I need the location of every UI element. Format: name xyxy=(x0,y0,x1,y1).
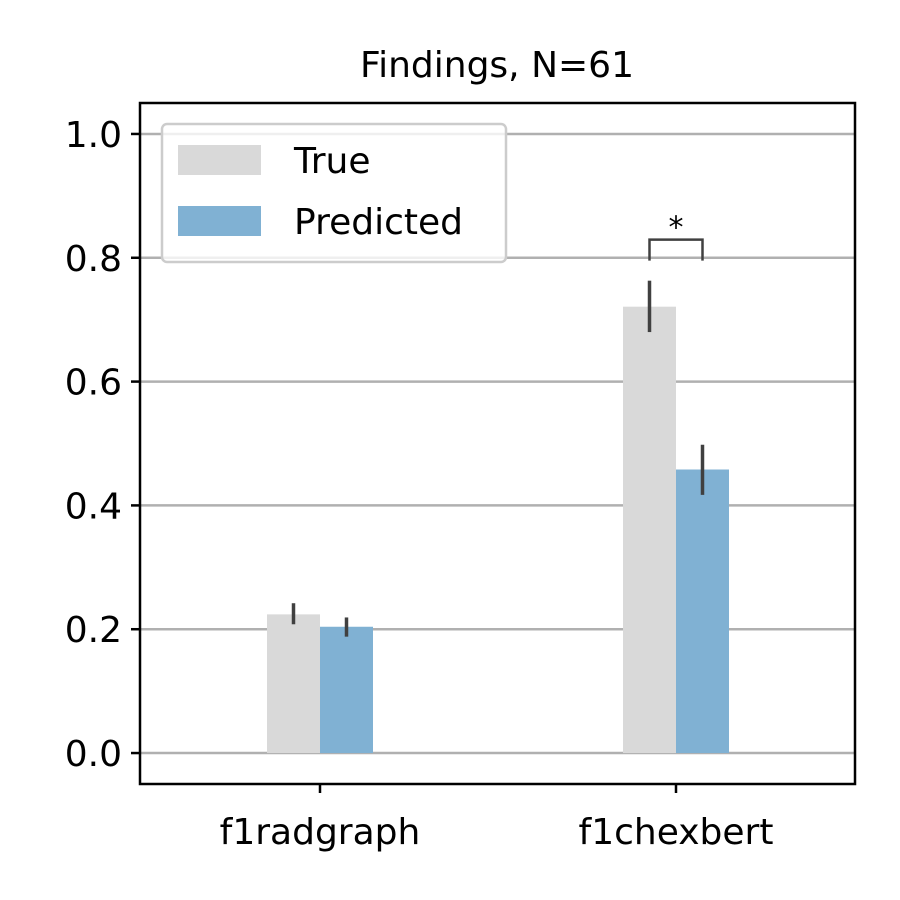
significance-bracket xyxy=(648,238,704,261)
y-tick-label: 0.2 xyxy=(65,610,122,651)
legend: True Predicted xyxy=(160,122,508,264)
x-tick-label: f1radgraph xyxy=(220,812,421,853)
y-tick-label: 0.8 xyxy=(65,239,122,280)
legend-swatch-true xyxy=(178,145,261,175)
error-bars xyxy=(291,280,705,637)
bar-predicted-f1chexbert xyxy=(676,469,729,754)
y-tick-label: 1.0 xyxy=(65,115,122,156)
y-tick-label: 0.0 xyxy=(65,734,122,775)
x-axis: f1radgraph f1chexbert xyxy=(220,784,774,853)
chart-title: Findings, N=61 xyxy=(360,45,634,86)
x-tick-label: f1chexbert xyxy=(579,812,774,853)
annotations: * xyxy=(648,211,704,261)
legend-swatch-predicted xyxy=(178,206,261,236)
legend-label: True xyxy=(293,141,370,182)
bars xyxy=(267,306,729,754)
y-axis: 0.0 0.2 0.4 0.6 0.8 1.0 xyxy=(65,115,140,775)
bar-true-f1radgraph xyxy=(267,614,320,754)
plot-frame xyxy=(138,101,857,786)
legend-label: Predicted xyxy=(294,202,463,243)
significance-star: * xyxy=(669,211,684,246)
y-tick-label: 0.4 xyxy=(65,486,122,527)
y-tick-label: 0.6 xyxy=(65,363,122,404)
bar-predicted-f1radgraph xyxy=(320,626,373,754)
bar-true-f1chexbert xyxy=(623,306,676,754)
